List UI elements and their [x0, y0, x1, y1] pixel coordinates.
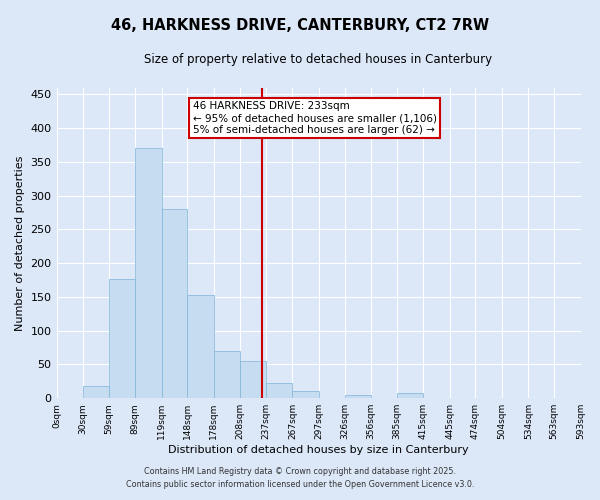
Bar	[187, 295, 214, 398]
X-axis label: Distribution of detached houses by size in Canterbury: Distribution of detached houses by size …	[168, 445, 469, 455]
Bar	[214, 351, 241, 398]
Title: Size of property relative to detached houses in Canterbury: Size of property relative to detached ho…	[145, 52, 493, 66]
Bar	[161, 209, 187, 398]
Bar	[135, 148, 161, 398]
Bar	[292, 392, 319, 398]
Bar	[397, 394, 423, 398]
Text: 46 HARKNESS DRIVE: 233sqm
← 95% of detached houses are smaller (1,106)
5% of sem: 46 HARKNESS DRIVE: 233sqm ← 95% of detac…	[193, 102, 437, 134]
Bar	[266, 382, 292, 398]
Bar	[109, 280, 135, 398]
Bar	[83, 386, 109, 398]
Text: Contains HM Land Registry data © Crown copyright and database right 2025.
Contai: Contains HM Land Registry data © Crown c…	[126, 468, 474, 489]
Bar	[344, 395, 371, 398]
Y-axis label: Number of detached properties: Number of detached properties	[15, 155, 25, 330]
Bar	[241, 361, 266, 398]
Text: 46, HARKNESS DRIVE, CANTERBURY, CT2 7RW: 46, HARKNESS DRIVE, CANTERBURY, CT2 7RW	[111, 18, 489, 32]
